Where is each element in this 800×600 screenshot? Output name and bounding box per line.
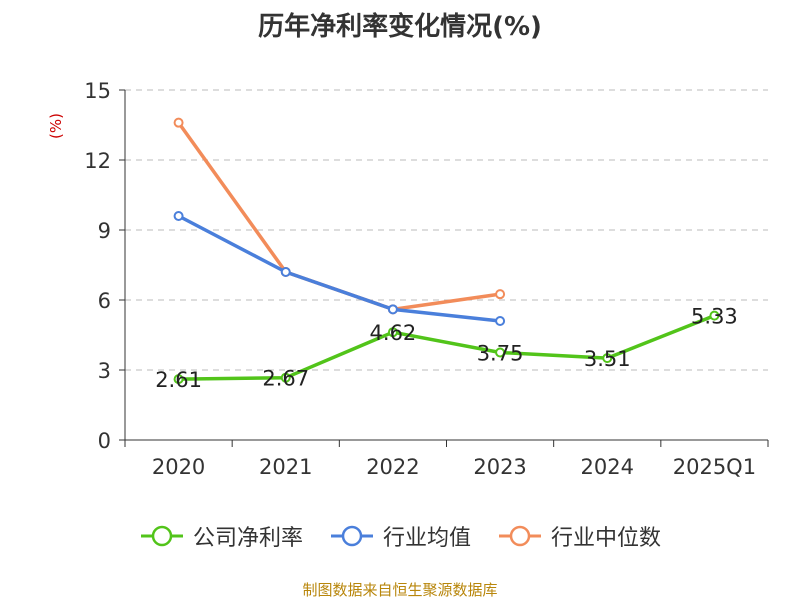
data-label: 3.75: [477, 342, 524, 366]
data-label: 3.51: [584, 347, 631, 371]
series-line-0: [176, 313, 717, 381]
series-line-2: [176, 120, 502, 312]
data-label: 2.61: [155, 368, 202, 392]
data-point: [173, 117, 184, 128]
series-line-1: [176, 214, 502, 323]
x-tick-label: 2020: [152, 455, 205, 479]
y-tick-label: 15: [84, 79, 111, 103]
x-tick-label: 2021: [259, 455, 312, 479]
legend-label: 行业中位数: [551, 526, 662, 551]
legend-item[interactable]: 行业中位数: [497, 520, 661, 552]
x-tick-label: 2024: [581, 455, 634, 479]
legend-label: 行业均值: [382, 526, 471, 551]
data-point: [495, 289, 506, 300]
legend-marker-icon: [140, 525, 183, 547]
x-tick-label: 2023: [473, 455, 526, 479]
legend-item[interactable]: 行业均值: [329, 520, 471, 552]
data-label: 4.62: [370, 321, 417, 345]
data-point: [173, 211, 184, 221]
legend-label: 公司净利率: [192, 526, 303, 551]
data-point: [173, 374, 184, 385]
data-point: [495, 316, 506, 326]
legend: 公司净利率 行业均值 行业中位数: [0, 520, 800, 552]
data-label: 5.33: [691, 305, 738, 329]
x-tick-label: 2022: [366, 455, 419, 479]
data-point: [709, 310, 720, 321]
data-point: [280, 267, 291, 277]
y-tick-label: 12: [84, 149, 111, 173]
legend-item[interactable]: 公司净利率: [139, 520, 303, 552]
data-point: [387, 327, 398, 338]
data-point: [602, 353, 613, 364]
data-point: [280, 372, 291, 383]
legend-marker-icon: [499, 525, 541, 547]
legend-marker-icon: [330, 525, 373, 547]
chart-title: 历年净利率变化情况(%): [258, 12, 542, 42]
data-point: [387, 304, 398, 315]
y-tick-label: 0: [98, 429, 111, 453]
source-note: 制图数据来自恒生聚源数据库: [302, 581, 498, 599]
data-point: [495, 347, 506, 358]
data-label: 2.67: [262, 367, 309, 391]
y-tick-label: 3: [98, 359, 111, 383]
y-tick-label: 6: [98, 289, 111, 313]
y-tick-label: 9: [98, 219, 111, 243]
x-tick-label: 2025Q1: [673, 455, 756, 479]
